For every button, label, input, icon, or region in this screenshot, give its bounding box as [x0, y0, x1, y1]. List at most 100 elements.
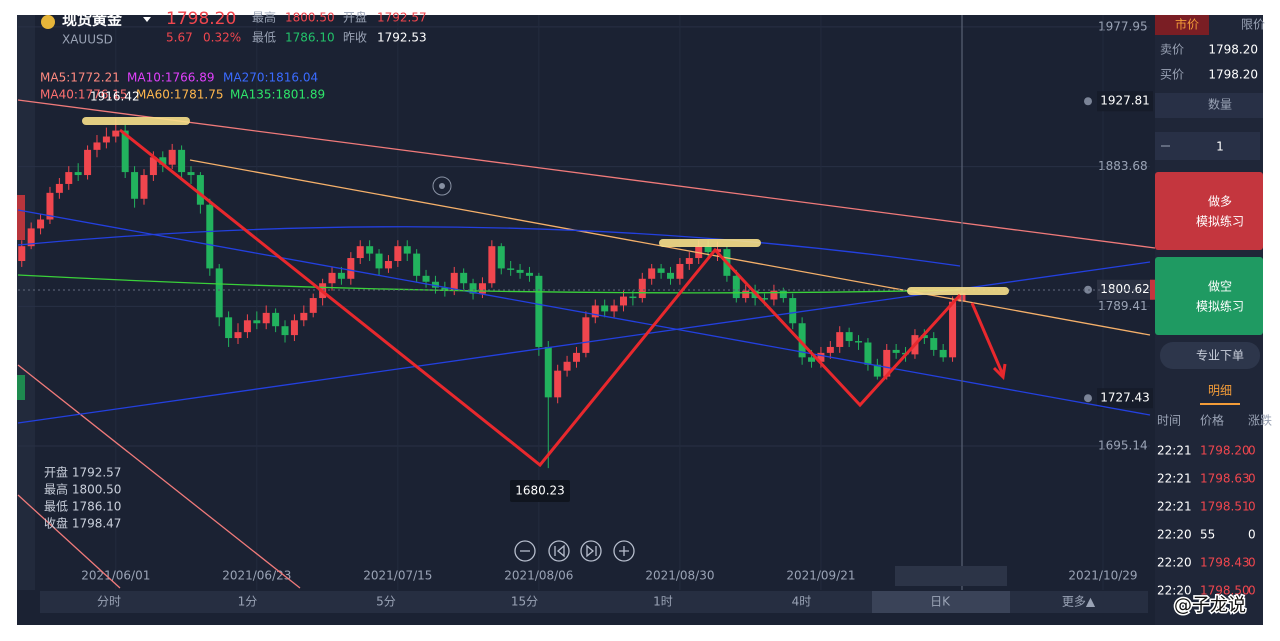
candle-body: [619, 296, 627, 306]
alert-bell: [1084, 97, 1092, 106]
price-line-label: 1727.43: [1100, 391, 1150, 405]
candle-body: [121, 130, 129, 173]
tool-handle: [439, 183, 445, 189]
label: 数量: [1208, 97, 1232, 112]
candle-body: [601, 305, 609, 312]
x-tick-label: 2021/06/23: [222, 569, 291, 583]
x-tick-label: 2021/08/30: [645, 569, 714, 583]
candle-body: [779, 290, 787, 299]
candle-body: [243, 320, 251, 333]
candle-body: [375, 253, 383, 269]
candle-body: [685, 258, 693, 264]
prev[interactable]: [548, 540, 570, 562]
button-label[interactable]: 做多: [1208, 194, 1232, 209]
candle-body: [65, 172, 73, 184]
button-sub[interactable]: 模拟练习: [1196, 299, 1244, 314]
zoom-in[interactable]: [613, 540, 635, 562]
candle-body: [836, 332, 844, 347]
candle-body: [845, 332, 853, 342]
detail-cell: 22:21: [1157, 500, 1192, 514]
candle-body: [563, 361, 571, 371]
candle-body: [74, 172, 82, 176]
candle-body: [234, 332, 242, 339]
long-button[interactable]: [1155, 172, 1263, 250]
change: 5.67: [166, 31, 193, 45]
price-marker: [1150, 279, 1155, 300]
button-label[interactable]: 做空: [1208, 279, 1232, 294]
candle-body: [873, 364, 881, 377]
qty-input[interactable]: [1155, 132, 1260, 160]
tab[interactable]: 限价: [1241, 18, 1265, 32]
candle-body: [84, 149, 92, 176]
detail-title: 明细: [1208, 384, 1232, 398]
tab[interactable]: 5分: [376, 595, 396, 609]
tab[interactable]: 1时: [653, 595, 673, 609]
price-line-label: 1927.81: [1100, 94, 1150, 108]
tab-bar: [40, 591, 1148, 613]
candle-body: [525, 272, 533, 276]
detail-cell: 55: [1200, 528, 1215, 542]
qty[interactable]: 1: [1216, 140, 1224, 154]
candle-body: [469, 283, 477, 294]
tab[interactable]: 市价: [1175, 17, 1199, 32]
button-label[interactable]: 专业下单: [1196, 348, 1244, 363]
short-button[interactable]: [1155, 257, 1263, 335]
candle-body: [826, 346, 834, 353]
zoom-out[interactable]: [514, 540, 536, 562]
candle-body: [394, 246, 402, 262]
tab[interactable]: 更多▲: [1062, 595, 1096, 609]
trend-line: [17, 364, 301, 589]
symbol: XAUUSD: [62, 33, 113, 47]
info: 收盘 1798.47: [44, 516, 121, 531]
playback[interactable]: [514, 540, 635, 562]
highlights: [82, 117, 1009, 295]
high: 1800.50: [285, 11, 335, 25]
x-tick-label: 2021/10/29: [1068, 569, 1137, 583]
candle-body: [187, 172, 195, 176]
button-sub[interactable]: 模拟练习: [1196, 214, 1244, 229]
next[interactable]: [580, 540, 602, 562]
tab[interactable]: 1分: [238, 595, 258, 609]
tool-handle: [432, 176, 452, 196]
y-tick-label: 1977.95: [1098, 19, 1148, 33]
candle-body: [149, 157, 157, 176]
candle-body: [18, 246, 26, 262]
candle-body: [441, 287, 449, 291]
candle-body: [55, 183, 63, 193]
x-tick-label: 2021/07/15: [363, 569, 432, 583]
candle-body: [939, 349, 947, 358]
candle-body: [460, 272, 468, 284]
candle-body: [761, 298, 769, 300]
detail-cell: 0: [1248, 556, 1256, 570]
candle-body: [798, 323, 806, 358]
candle-body: [347, 258, 355, 279]
pro-button[interactable]: [1160, 342, 1260, 369]
candle-body: [337, 272, 345, 279]
candle-body: [168, 149, 176, 165]
tab[interactable]: 4时: [792, 595, 812, 609]
tab[interactable]: 分时: [97, 595, 121, 609]
candle-body: [290, 320, 298, 336]
candle-body: [102, 136, 110, 143]
detail-cell: 22:21: [1157, 444, 1192, 458]
candle-body: [920, 335, 928, 339]
candle-body: [450, 272, 458, 291]
candle-body: [281, 326, 289, 336]
trend-line: [17, 99, 1156, 249]
label: 卖价: [1160, 43, 1184, 57]
instrument-name: 现货黄金: [62, 11, 123, 29]
tab[interactable]: 日K: [930, 595, 951, 609]
candle-body: [93, 142, 101, 150]
tab[interactable]: 15分: [511, 595, 538, 609]
candle-body: [27, 228, 35, 247]
high-annotation: 1916.42: [90, 90, 140, 104]
tab-active[interactable]: [1155, 15, 1209, 35]
candle-body: [262, 312, 270, 324]
open: 1792.57: [377, 11, 427, 25]
candle-body: [140, 175, 148, 199]
candle-body: [253, 320, 261, 324]
candle-body: [356, 246, 364, 259]
detail-cell: 22:21: [1157, 472, 1192, 486]
candle-body: [949, 301, 957, 358]
